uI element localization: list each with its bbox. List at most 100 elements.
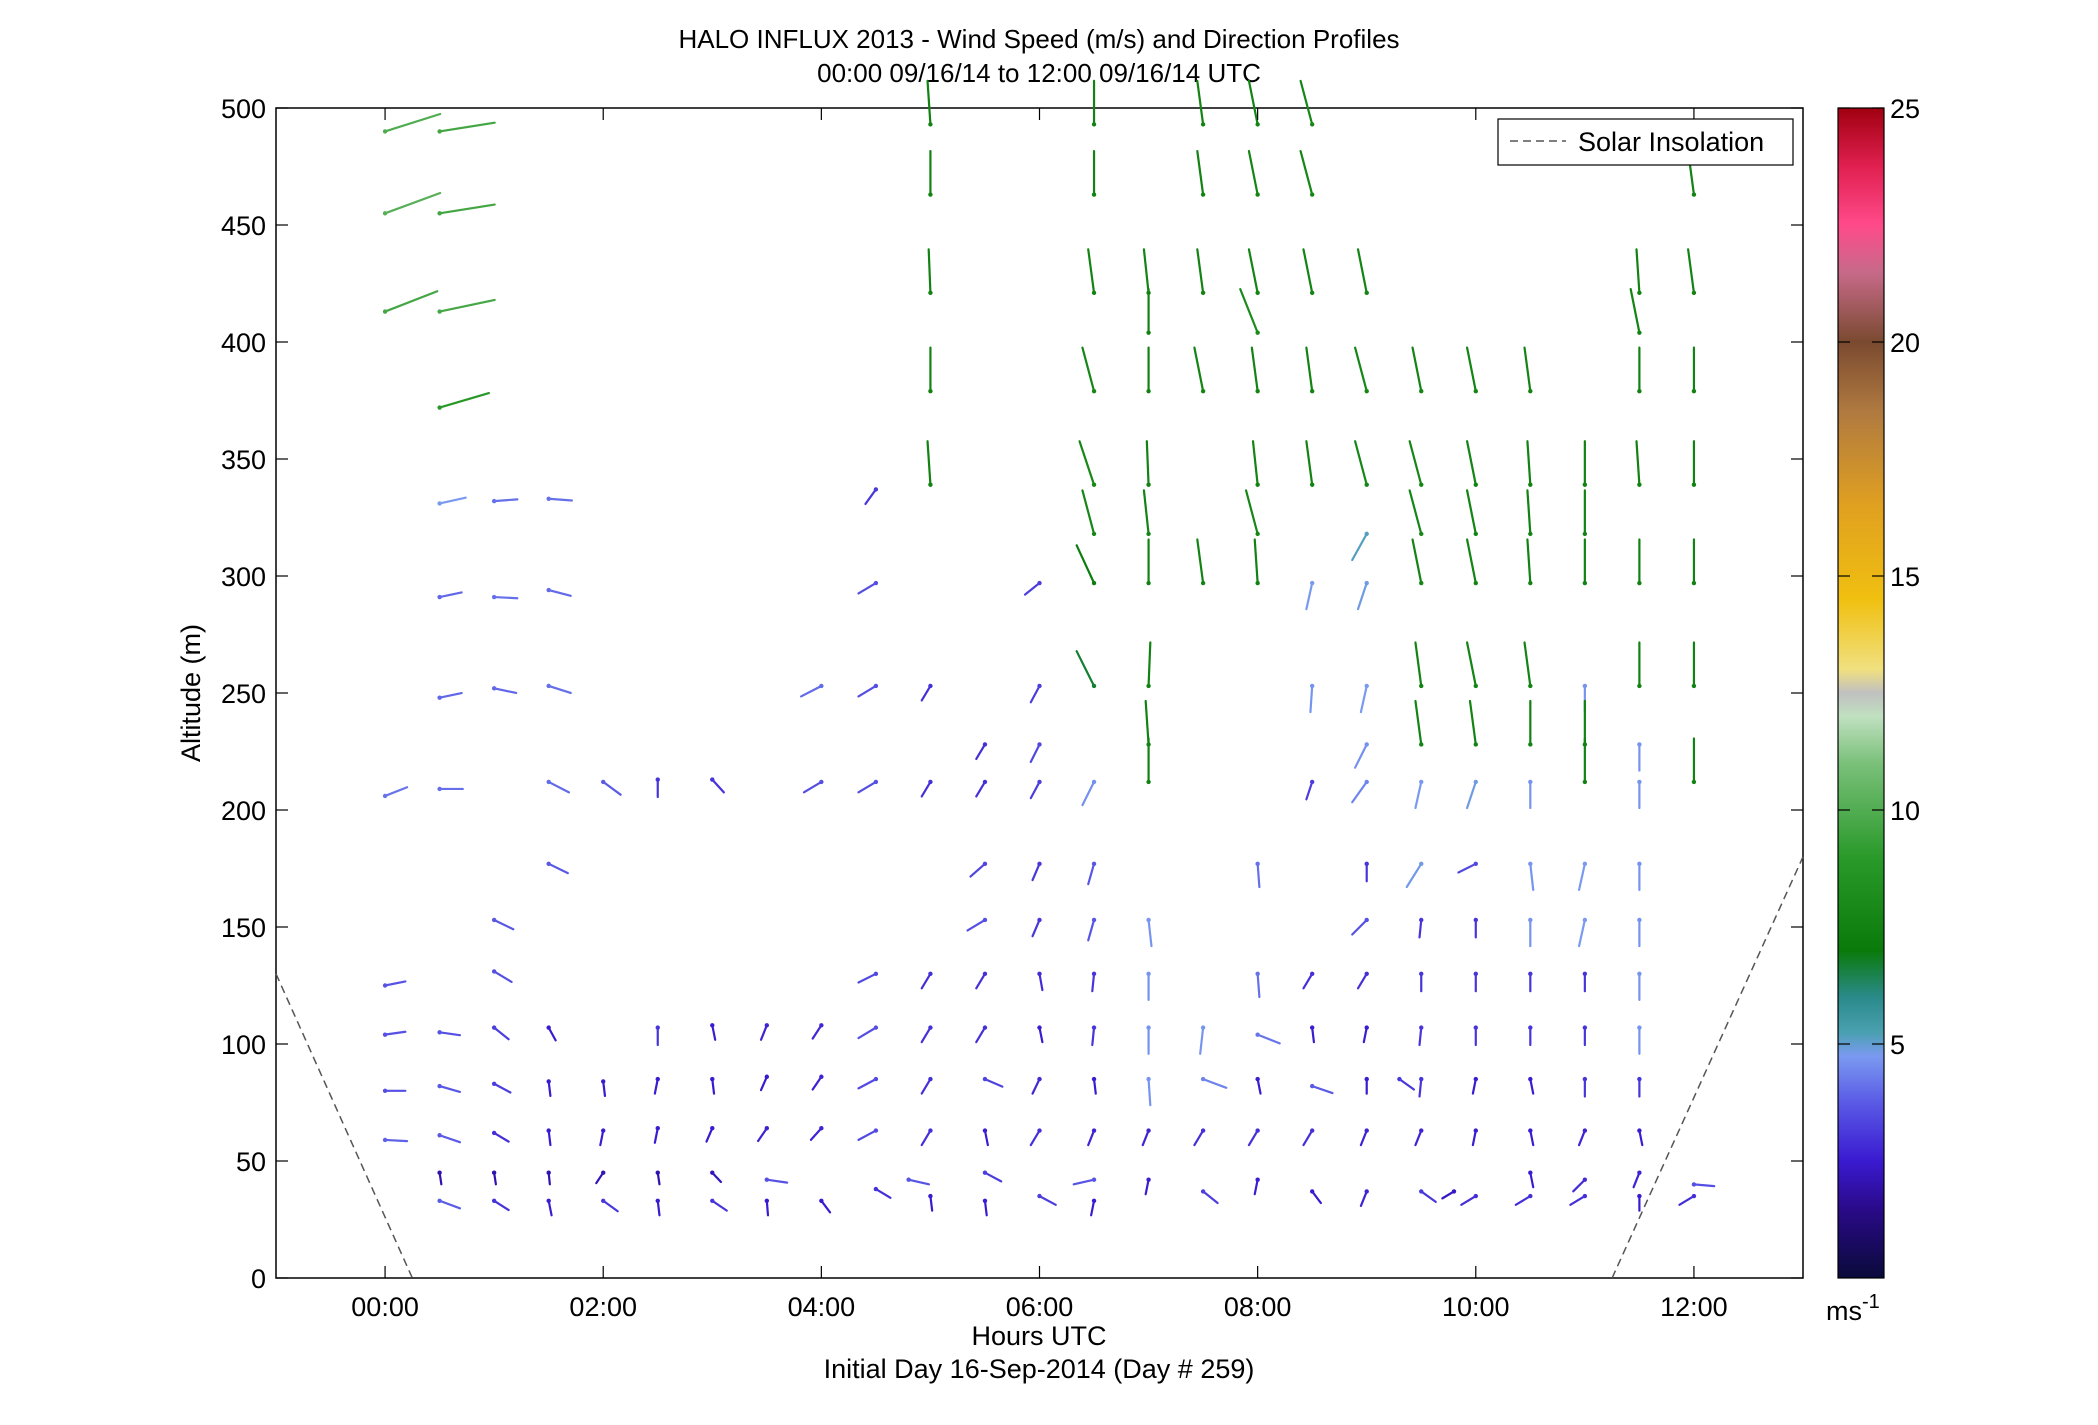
wind-vector [1638, 1129, 1644, 1147]
wind-vector-base [1473, 482, 1478, 487]
wind-vector [975, 972, 987, 990]
wind-vector [1199, 1026, 1205, 1055]
wind-vector [1239, 288, 1259, 334]
wind-vector-base [1473, 917, 1478, 923]
wind-vector-base [1451, 1189, 1457, 1194]
wind-vector-base [1091, 531, 1097, 537]
y-tick-label: 150 [221, 913, 266, 943]
wind-vector [857, 780, 877, 794]
wind-vector [547, 780, 571, 794]
wind-vector [1090, 1199, 1096, 1217]
wind-vector [1091, 1026, 1096, 1047]
wind-vector [383, 290, 439, 313]
wind-vector-base [1309, 482, 1315, 487]
wind-vector [799, 684, 823, 698]
wind-vector-base [1091, 580, 1097, 586]
wind-vector [547, 862, 569, 875]
wind-vector [1460, 1194, 1477, 1206]
wind-vector-base [1473, 580, 1478, 586]
wind-vector-base [1419, 482, 1424, 487]
wind-vector-base [1146, 1128, 1151, 1133]
wind-vector [1081, 489, 1096, 535]
wind-vector-base [1255, 1128, 1260, 1133]
wind-vector-base [873, 487, 879, 492]
wind-vector-base [928, 122, 933, 127]
wind-vector-base [546, 1128, 551, 1133]
wind-vector-base [710, 1076, 715, 1082]
wind-vector [438, 121, 496, 133]
wind-vector [1526, 440, 1532, 486]
wind-vector-base [982, 1076, 988, 1082]
wind-vector-base [655, 1126, 660, 1131]
y-tick-label: 250 [221, 679, 266, 709]
wind-vector-base [491, 969, 497, 974]
wind-vector-base [1255, 388, 1260, 394]
wind-vector-base [1309, 971, 1315, 976]
wind-vector [1247, 1129, 1259, 1147]
x-tick-label: 12:00 [1660, 1292, 1728, 1322]
wind-vector-base [1037, 1025, 1042, 1030]
wind-vector [1359, 1190, 1368, 1208]
wind-vector-base [1091, 192, 1097, 197]
wind-vector [864, 488, 877, 506]
wind-vector [1302, 1129, 1314, 1147]
wind-vector-base [1091, 1128, 1097, 1133]
wind-vector-base [1091, 482, 1097, 487]
wind-vector [547, 1026, 557, 1042]
wind-vector [438, 1199, 462, 1210]
wind-vector [493, 1199, 510, 1212]
wind-vector-base [1419, 917, 1424, 923]
wind-vector-base [546, 861, 551, 867]
wind-vector-base [1309, 1128, 1315, 1133]
y-axis-label: Altitude (m) [176, 624, 206, 762]
wind-vector-base [1364, 917, 1369, 923]
wind-vector-base [437, 1133, 442, 1138]
wind-vector [1311, 1026, 1316, 1044]
wind-vector-base [710, 1023, 715, 1028]
wind-vector-base [491, 1170, 497, 1175]
wind-vector-base [1146, 779, 1151, 785]
wind-vector-base [1309, 1189, 1315, 1194]
wind-vector [969, 862, 987, 878]
wind-vector-base [928, 192, 933, 197]
wind-vector-base [546, 779, 551, 785]
wind-vector [1351, 780, 1368, 804]
wind-vector-base [1146, 580, 1151, 586]
wind-vector-base [655, 1025, 660, 1030]
wind-vector-base [1473, 1128, 1478, 1133]
wind-vector-base [1419, 531, 1424, 537]
wind-vector [711, 778, 725, 794]
wind-vector-base [437, 129, 442, 134]
wind-vector [547, 1080, 552, 1098]
wind-vector-base [982, 861, 988, 867]
colorbar-unit-text: ms [1826, 1296, 1862, 1326]
wind-vector-base [1364, 1076, 1369, 1082]
wind-vector [1441, 1190, 1456, 1200]
wind-vector [547, 684, 572, 695]
wind-vector-base [873, 971, 879, 976]
wind-vector [1526, 538, 1532, 585]
wind-vector [1193, 346, 1205, 393]
x-tick-label: 04:00 [788, 1292, 856, 1322]
wind-vector-base [491, 1081, 497, 1086]
wind-vector [1299, 149, 1314, 196]
wind-vector [1577, 862, 1586, 892]
wind-vector [1359, 1129, 1368, 1147]
wind-vector-base [1637, 1170, 1642, 1175]
wind-vector [759, 1075, 768, 1092]
wind-vector-base [1419, 779, 1424, 785]
wind-vector [1250, 346, 1259, 393]
colorbar-tick-label: 20 [1890, 328, 1920, 358]
wind-vector [438, 591, 463, 599]
wind-vector [1305, 581, 1314, 611]
wind-vector-base [1419, 388, 1424, 394]
wind-vector [547, 1199, 553, 1217]
wind-vector [802, 780, 823, 794]
wind-vector-base [1637, 388, 1642, 394]
wind-vector-base [1309, 1025, 1315, 1030]
wind-vector-base [982, 779, 988, 785]
wind-vector-base [1528, 1170, 1533, 1175]
wind-vector [1529, 1077, 1535, 1095]
wind-vector [1256, 1033, 1281, 1045]
